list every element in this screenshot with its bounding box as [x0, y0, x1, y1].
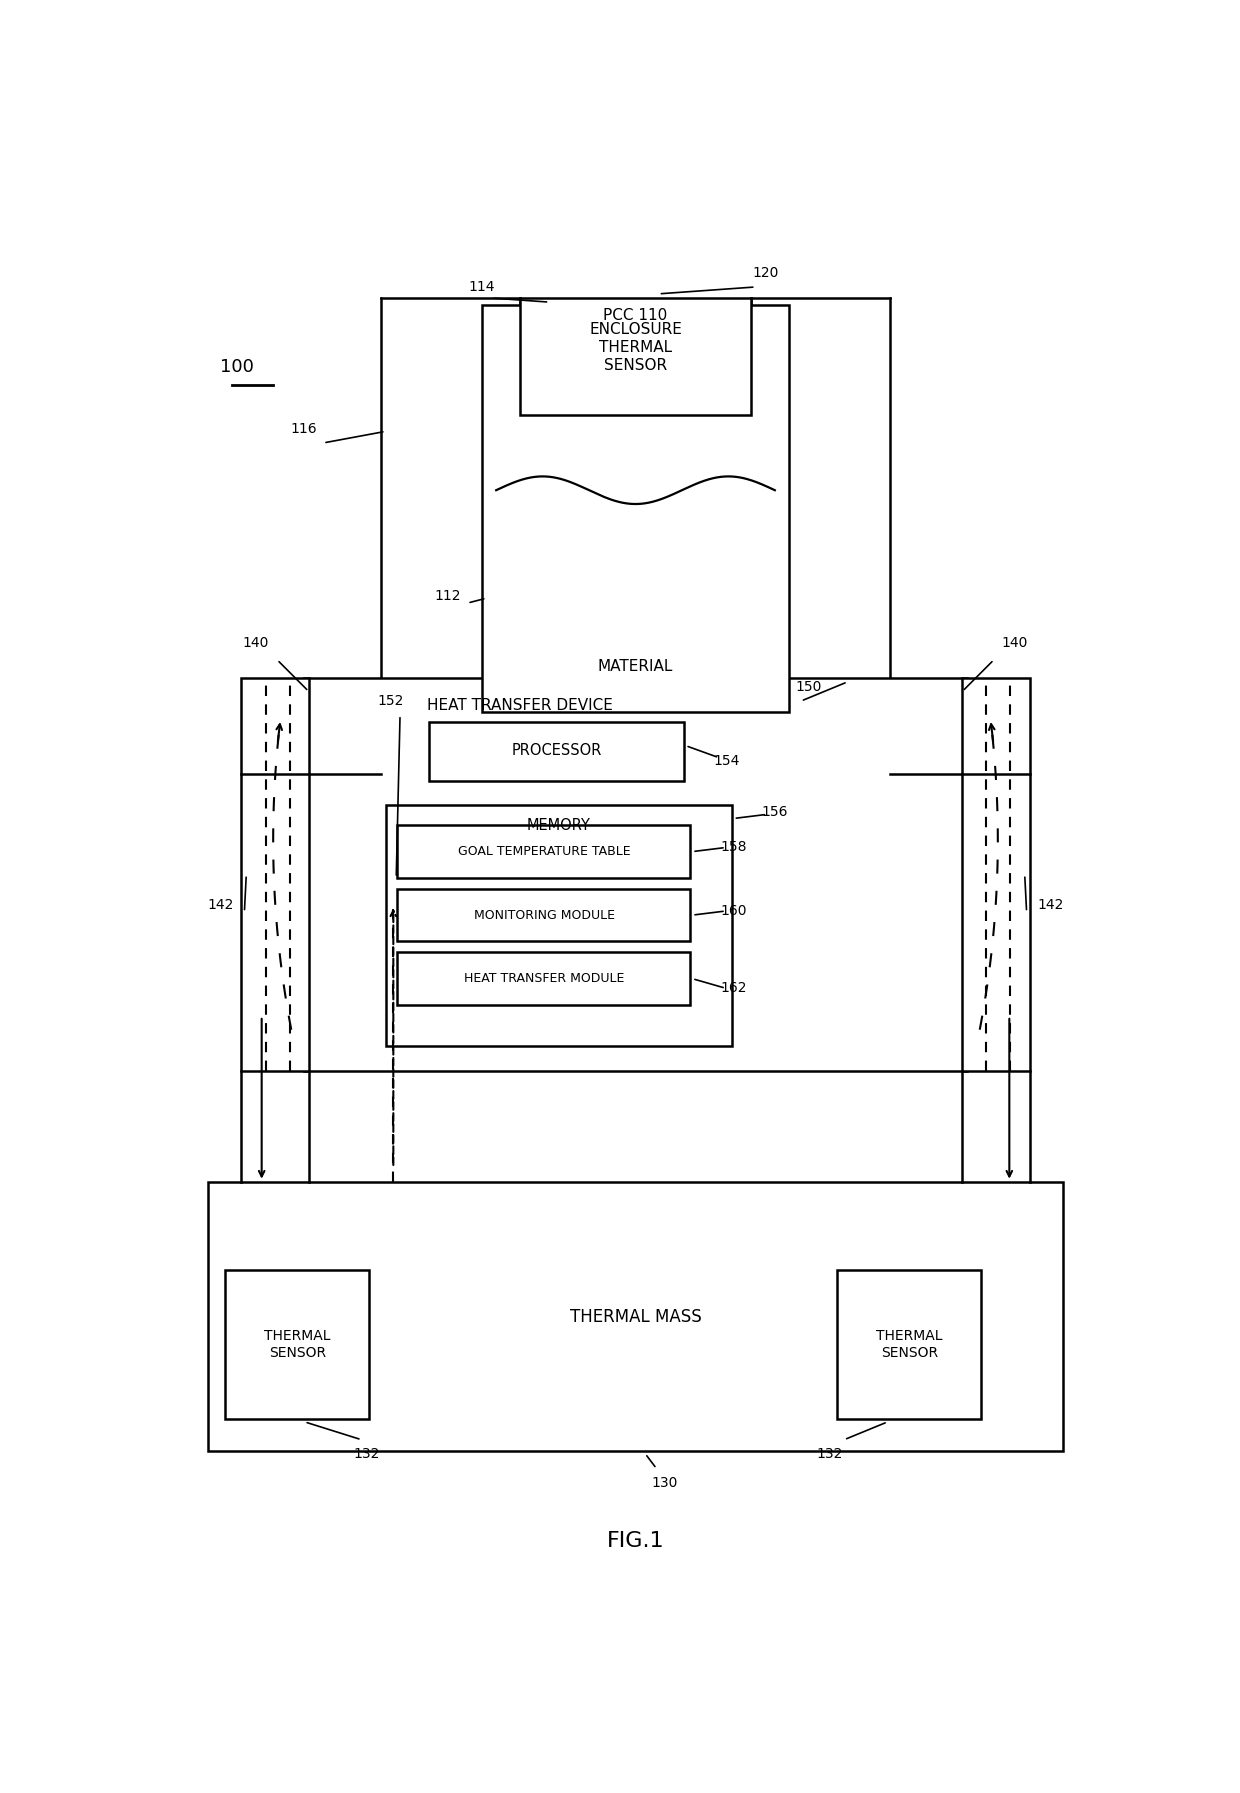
Text: 132: 132: [816, 1447, 843, 1461]
Bar: [397, 825, 691, 879]
Text: 158: 158: [720, 841, 746, 855]
Text: 120: 120: [751, 265, 779, 280]
Bar: [521, 298, 751, 416]
Text: 162: 162: [720, 981, 746, 995]
Text: 142: 142: [1038, 898, 1064, 913]
Text: 140: 140: [243, 637, 269, 651]
Text: FIG.1: FIG.1: [606, 1531, 665, 1551]
Text: THERMAL
SENSOR: THERMAL SENSOR: [264, 1329, 331, 1359]
Text: HEAT TRANSFER MODULE: HEAT TRANSFER MODULE: [464, 972, 625, 984]
Bar: [242, 678, 309, 1070]
Text: 142: 142: [207, 898, 233, 913]
Bar: [208, 1182, 1063, 1451]
Bar: [226, 1269, 370, 1418]
Bar: [386, 805, 732, 1047]
Text: 130: 130: [651, 1476, 677, 1490]
Text: 154: 154: [713, 753, 740, 767]
Text: 116: 116: [290, 421, 317, 436]
Text: 132: 132: [353, 1447, 379, 1461]
Text: 140: 140: [1002, 637, 1028, 651]
Text: MATERIAL: MATERIAL: [598, 660, 673, 674]
Text: 156: 156: [761, 805, 789, 819]
Text: 112: 112: [435, 590, 461, 602]
Text: ENCLOSURE: ENCLOSURE: [589, 323, 682, 337]
Text: PROCESSOR: PROCESSOR: [512, 744, 601, 758]
Bar: [837, 1269, 982, 1418]
Bar: [304, 678, 967, 1070]
Text: MONITORING MODULE: MONITORING MODULE: [474, 909, 615, 922]
Text: GOAL TEMPERATURE TABLE: GOAL TEMPERATURE TABLE: [458, 845, 630, 859]
Text: 114: 114: [469, 280, 495, 294]
Bar: [481, 305, 789, 712]
Text: THERMAL MASS: THERMAL MASS: [569, 1307, 702, 1325]
Text: THERMAL
SENSOR: THERMAL SENSOR: [599, 341, 672, 373]
Text: THERMAL
SENSOR: THERMAL SENSOR: [877, 1329, 942, 1359]
Text: PCC 110: PCC 110: [604, 308, 667, 323]
Text: 150: 150: [795, 680, 822, 694]
Bar: [397, 889, 691, 941]
Text: 152: 152: [377, 694, 404, 708]
Bar: [962, 678, 1029, 1070]
Bar: [397, 952, 691, 1004]
Text: 160: 160: [720, 904, 746, 918]
Bar: [429, 723, 683, 782]
Text: MEMORY: MEMORY: [527, 818, 590, 834]
Text: HEAT TRANSFER DEVICE: HEAT TRANSFER DEVICE: [428, 697, 613, 714]
Text: 100: 100: [219, 359, 254, 377]
